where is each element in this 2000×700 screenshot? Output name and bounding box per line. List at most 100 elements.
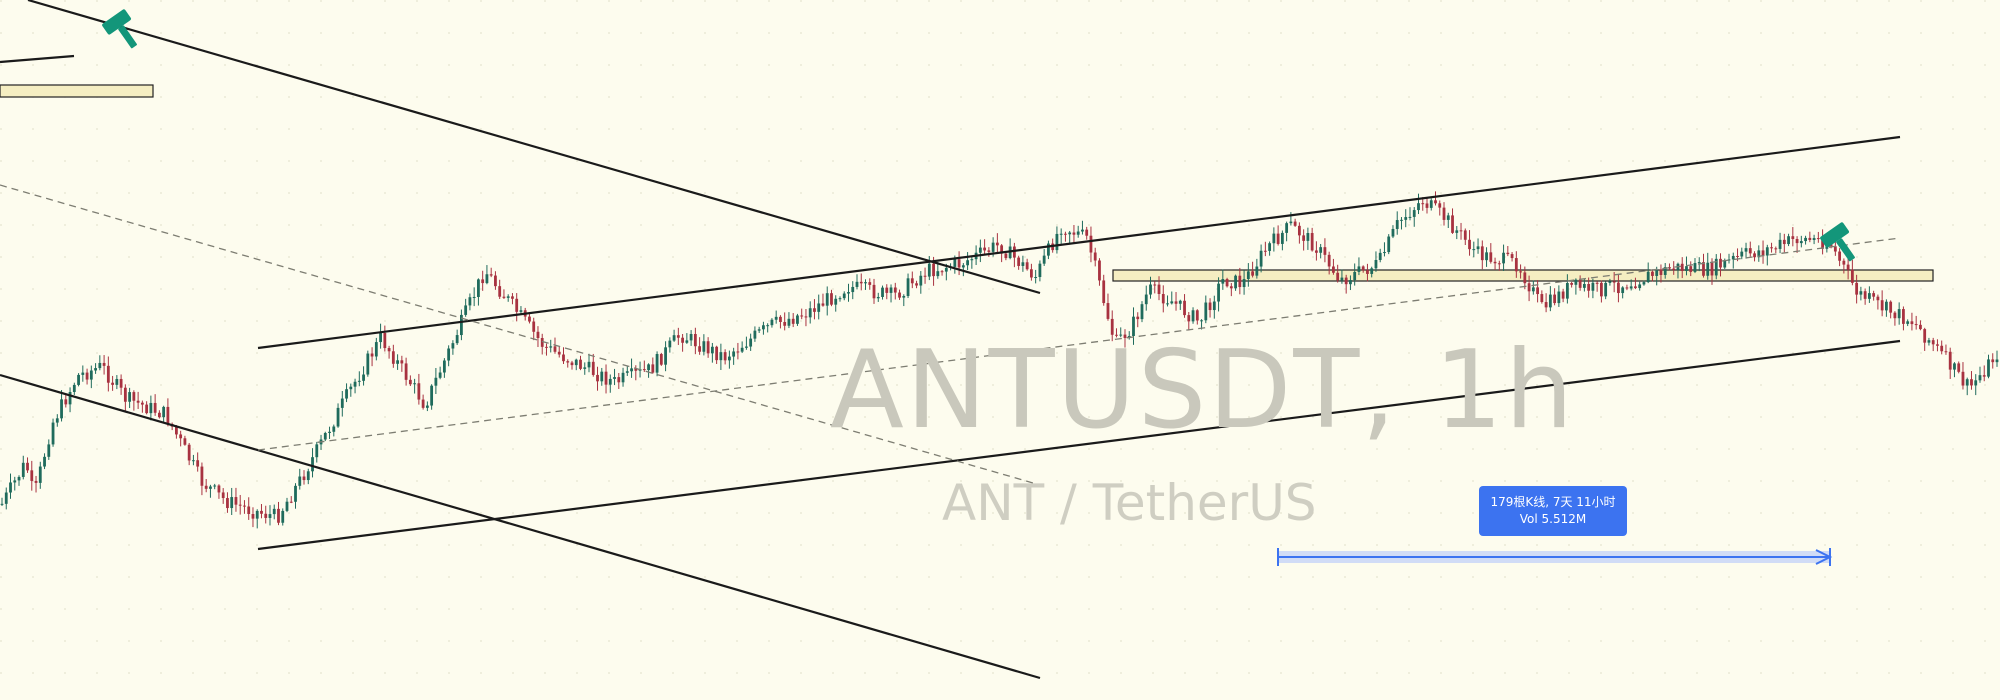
candle: [1425, 198, 1429, 214]
candle-body: [417, 383, 421, 400]
candle-body: [1306, 233, 1310, 241]
candle: [217, 484, 221, 499]
candle-body: [187, 444, 191, 461]
candle-body: [1442, 207, 1446, 220]
candle-body: [1693, 263, 1697, 272]
candle-body: [1353, 271, 1357, 281]
candle-body: [1706, 262, 1710, 276]
candle: [1404, 209, 1408, 228]
candle-body: [1289, 221, 1293, 224]
candle: [38, 461, 42, 489]
candle: [102, 355, 106, 375]
candle-body: [1723, 260, 1727, 268]
candle: [1468, 230, 1471, 256]
candle-body: [153, 402, 157, 413]
candle: [328, 426, 331, 439]
candle-body: [1931, 340, 1935, 345]
candle-body: [1242, 279, 1246, 288]
candle-body: [1604, 282, 1608, 297]
candle-body: [1493, 261, 1497, 264]
candle: [1719, 253, 1722, 277]
candle-body: [1548, 294, 1552, 308]
candle-body: [719, 352, 723, 361]
candle: [1600, 280, 1603, 303]
candle: [625, 365, 629, 376]
candle-body: [783, 321, 787, 326]
candle-body: [613, 377, 616, 379]
candle-body: [30, 470, 34, 481]
candle-body: [1221, 279, 1225, 284]
candle-body: [1680, 263, 1684, 271]
candle-body: [1880, 300, 1884, 311]
candle-body: [540, 338, 544, 347]
candle-body: [0, 503, 4, 505]
candle: [489, 267, 493, 278]
candle: [72, 382, 76, 396]
candle-body: [1149, 284, 1152, 295]
candle-body: [1523, 272, 1527, 284]
hammer-icon: [1820, 222, 1855, 262]
candle: [813, 299, 816, 320]
candle: [715, 345, 719, 364]
candle-body: [1272, 233, 1276, 244]
candle: [234, 487, 238, 512]
candle: [1212, 295, 1216, 319]
candle: [1953, 362, 1956, 378]
candle-body: [1646, 271, 1650, 283]
candle-body: [732, 351, 736, 357]
candle-body: [766, 325, 770, 327]
candle-body: [1246, 271, 1250, 280]
candle: [1357, 257, 1361, 276]
candle-body: [1497, 263, 1501, 265]
candle-body: [579, 359, 582, 369]
candle-body: [1889, 301, 1893, 313]
candle-body: [1187, 315, 1191, 322]
candle: [621, 367, 625, 387]
candle: [549, 339, 553, 353]
candle: [1502, 244, 1505, 271]
candle-body: [485, 274, 489, 284]
candle: [1161, 285, 1165, 313]
candle-body: [876, 296, 880, 299]
candle-body: [243, 505, 246, 507]
candle: [1400, 217, 1403, 230]
candle: [13, 476, 17, 491]
candle: [762, 321, 765, 335]
candle-body: [1417, 203, 1420, 211]
candle-body: [1561, 291, 1565, 299]
candle: [1072, 224, 1076, 244]
candle-body: [1655, 269, 1659, 276]
candle-body: [1251, 271, 1254, 276]
candle-body: [175, 426, 178, 435]
candle: [1757, 245, 1761, 262]
candle: [1612, 272, 1616, 293]
candle: [830, 289, 833, 307]
candle-body: [1570, 283, 1574, 285]
candle: [136, 391, 140, 409]
candle: [149, 395, 153, 421]
candle: [1893, 311, 1897, 326]
candle-body: [34, 480, 38, 483]
candle-body: [1514, 258, 1518, 272]
measure-label[interactable]: 179根K线, 7天 11小时 Vol 5.512M: [1479, 486, 1627, 536]
candle: [787, 312, 791, 329]
candle: [1714, 254, 1718, 280]
candle-body: [1519, 271, 1522, 273]
candle-body: [1565, 283, 1569, 299]
candle-body: [1816, 238, 1820, 240]
candle: [957, 251, 961, 276]
candle-body: [1736, 255, 1739, 257]
candle: [740, 341, 744, 354]
candle: [434, 367, 438, 395]
candle-body: [1506, 252, 1510, 255]
candle-body: [421, 399, 425, 408]
candle-body: [260, 510, 263, 514]
candle: [1778, 232, 1782, 254]
candle: [978, 239, 982, 263]
candle-body: [1357, 266, 1361, 272]
candle: [362, 366, 365, 386]
candle: [936, 261, 940, 279]
candle-body: [438, 372, 442, 378]
